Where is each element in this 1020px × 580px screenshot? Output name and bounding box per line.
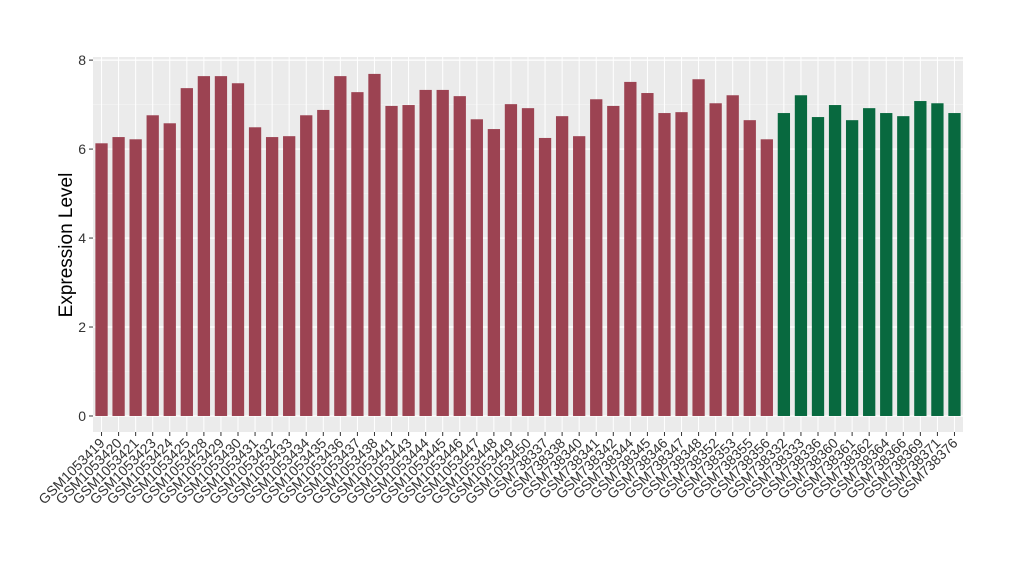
bar — [743, 120, 756, 416]
bar — [948, 113, 961, 416]
bar — [129, 139, 142, 416]
bar — [675, 112, 688, 416]
bar — [624, 81, 637, 416]
bar — [845, 120, 859, 416]
bar — [555, 116, 569, 416]
bar — [811, 117, 825, 416]
bar — [658, 113, 671, 416]
y-tick-label: 4 — [78, 230, 86, 246]
bar — [334, 76, 347, 416]
bar — [214, 76, 228, 416]
bar — [828, 105, 842, 416]
bar — [180, 88, 193, 416]
bar — [760, 139, 773, 416]
bar — [607, 105, 620, 416]
bar — [504, 104, 518, 416]
bar — [231, 83, 245, 416]
bar — [300, 115, 313, 416]
bar — [931, 103, 944, 416]
bar — [197, 76, 211, 416]
bar — [573, 136, 586, 416]
bar — [402, 105, 415, 416]
bar — [385, 105, 398, 416]
bar — [112, 137, 125, 416]
bar — [453, 96, 466, 416]
y-tick-label: 0 — [78, 408, 86, 424]
bar — [470, 119, 483, 416]
bar — [487, 129, 501, 416]
bar — [146, 115, 159, 416]
bar — [436, 89, 449, 416]
bar — [419, 89, 432, 416]
y-tick-label: 8 — [78, 52, 86, 68]
bar — [317, 109, 330, 416]
bar — [897, 116, 910, 416]
bar — [368, 73, 381, 416]
bar — [709, 103, 722, 416]
bar — [777, 113, 791, 416]
bar — [914, 101, 927, 416]
bar — [538, 137, 552, 416]
bar — [794, 95, 808, 416]
bar — [351, 92, 364, 416]
bar — [521, 108, 535, 416]
bar — [163, 123, 176, 416]
bar — [265, 137, 279, 416]
bar — [283, 136, 296, 416]
y-axis-label: Expression Level — [56, 173, 77, 318]
bar — [248, 127, 262, 416]
bar — [726, 95, 739, 416]
bar — [590, 99, 603, 416]
bar — [641, 93, 654, 416]
y-tick-label: 6 — [78, 141, 86, 157]
bar — [863, 108, 876, 416]
bar — [95, 143, 108, 416]
bar — [880, 113, 893, 416]
bar — [692, 79, 705, 416]
y-tick-label: 2 — [78, 319, 86, 335]
